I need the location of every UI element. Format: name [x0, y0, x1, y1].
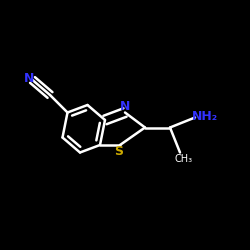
Text: CH₃: CH₃	[175, 154, 193, 164]
Text: N: N	[120, 100, 130, 113]
Text: NH₂: NH₂	[192, 110, 218, 123]
Text: S: S	[114, 145, 123, 158]
Text: N: N	[24, 72, 34, 85]
